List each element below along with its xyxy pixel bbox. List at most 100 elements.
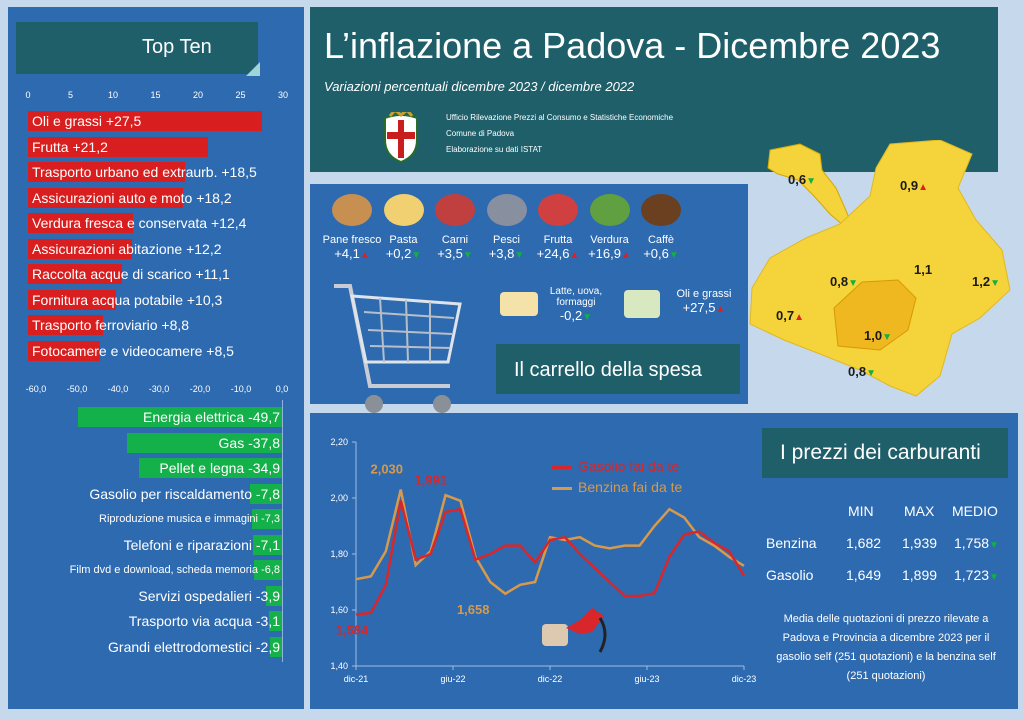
- x-tick-label: dic-21: [344, 674, 369, 684]
- bottom-ten-label: Trasporto via acqua -3,1: [128, 613, 280, 629]
- cart-item-name: Frutta: [543, 234, 573, 246]
- cart-item: Caffè +0,6▼: [627, 234, 695, 261]
- title-banner: L’inflazione a Padova - Dicembre 2023 Va…: [310, 7, 998, 172]
- row-benzina-avg: 1,758▼: [954, 535, 999, 551]
- series-line-gasolio: [355, 500, 746, 616]
- office-line-3: Elaborazione su dati ISTAT: [446, 145, 543, 154]
- top-ten-bar: [28, 162, 186, 182]
- cart-item: Pesci +3,8▼: [473, 234, 541, 261]
- cart-item: Pasta +0,2▼: [370, 234, 438, 261]
- cart-item-name: Caffè: [647, 234, 675, 246]
- y-tick-label: 1,80: [330, 549, 348, 559]
- cart-item-value: +24,6: [536, 246, 570, 261]
- office-line-2: Comune di Padova: [446, 129, 515, 138]
- cart-food-icon: [435, 194, 475, 226]
- top-ten-label: Fotocamere e videocamere +8,5: [32, 342, 234, 359]
- cart-item-value: +4,1: [334, 246, 360, 261]
- header-min: MIN: [848, 503, 874, 519]
- cart-food-icon: [589, 194, 630, 226]
- bottom-ten-bar: [127, 432, 282, 453]
- bottom-ten-tick: -20,0: [189, 384, 211, 394]
- row-gasolio-max: 1,899: [902, 567, 938, 583]
- top-ten-bar: [28, 213, 134, 233]
- top-ten-heading: Top Ten: [142, 36, 212, 58]
- page-title: L’inflazione a Padova - Dicembre 2023: [324, 25, 941, 66]
- bottom-ten-bar: [270, 636, 282, 657]
- row-gasolio-name: Gasolio: [766, 567, 814, 583]
- top-ten-bar: [28, 187, 183, 208]
- bottom-ten-tick: -40,0: [107, 384, 129, 394]
- x-tick-label: giu-22: [440, 674, 465, 684]
- cart-item-name: Pasta: [389, 234, 418, 246]
- top-ten-bar: [28, 264, 123, 284]
- fuel-banner: I prezzi dei carburanti: [762, 428, 1008, 478]
- bottom-ten-label: Gas -37,8: [218, 434, 280, 451]
- fuel-chart: 1,40 1,60 1,80 2,00 2,20 dic-21 giu-22 dic-22 gi…: [316, 430, 756, 697]
- header-medio: MEDIO: [952, 503, 998, 519]
- top-ten-label: Assicurazioni auto e moto +18,2: [32, 189, 232, 206]
- legend-benzina: Benzina fai da te: [552, 479, 682, 495]
- y-tick-label: 2,00: [330, 493, 348, 503]
- bottom-ten-tick: 0,0: [275, 384, 289, 394]
- office-line-1: Ufficio Rilevazione Prezzi al Consumo e …: [446, 113, 674, 122]
- top-ten-bar: [28, 315, 103, 335]
- top-ten-tick: 25: [235, 90, 246, 100]
- bottom-ten-bar: [138, 458, 282, 478]
- cart-icon: [330, 276, 470, 431]
- bottom-ten-bar: [254, 560, 282, 580]
- data-label: 1,991: [414, 473, 447, 488]
- row-benzina-max: 1,939: [902, 535, 938, 551]
- cart-item-name: Carni: [441, 234, 469, 246]
- top-ten-bar: [28, 340, 101, 361]
- cart-item-value: +3,8: [488, 246, 515, 261]
- top-ten-tick: 10: [107, 90, 118, 100]
- bottom-ten-bar: [269, 611, 282, 631]
- top-ten-tick: 0: [25, 90, 31, 100]
- top-ten-tick: 30: [277, 90, 288, 100]
- cart-food-icon: [332, 194, 372, 226]
- bottom-ten-label: Gasolio per riscaldamento -7,8: [89, 485, 280, 502]
- bottom-ten-bar: [78, 407, 282, 427]
- header-max: MAX: [904, 503, 935, 519]
- bottom-ten-label: Grandi elettrodomestici -2,9: [108, 638, 280, 655]
- cart-item: Carni +3,5▼: [421, 234, 489, 261]
- legend-benzina-line: [552, 486, 572, 490]
- top-ten-label: Fornitura acqua potabile +10,3: [32, 291, 223, 308]
- top-ten-tick: 20: [192, 90, 203, 100]
- cart-item: Verdura +16,9▲: [576, 234, 644, 261]
- cart-item: Pane fresco +4,1▲: [318, 234, 386, 261]
- top-ten-label: Raccolta acque di scarico +11,1: [32, 266, 230, 282]
- cart-heading: Il carrello della spesa: [514, 359, 702, 381]
- top-ten-label: Assicurazioni abitazione +12,2: [32, 240, 222, 257]
- bottom-ten-label: Telefoni e riparazioni -7,1: [123, 536, 280, 553]
- cart-item-dairy: Latte, uova, formaggi -0,2▼: [549, 286, 603, 323]
- data-label: 1,658: [457, 602, 490, 617]
- cart-food-icon: [383, 194, 424, 226]
- y-tick-label: 1,40: [330, 661, 348, 671]
- cart-item-name: Pesci: [493, 234, 520, 246]
- page-subtitle: Variazioni percentuali dicembre 2023 / d…: [324, 79, 635, 94]
- top-ten-label: Trasporto ferroviario +8,8: [32, 317, 190, 333]
- y-tick-label: 1,60: [330, 605, 348, 615]
- top-ten-bar: [28, 238, 132, 259]
- cart-item-name: Verdura: [590, 234, 629, 246]
- data-label: 1,584: [336, 622, 369, 637]
- cart-item-value: +0,6: [643, 246, 669, 261]
- bottom-ten-zero-line: [282, 400, 283, 662]
- legend-gasolio: Gasolio fai da te: [552, 458, 679, 474]
- x-tick-label: dic-23: [732, 674, 756, 684]
- top-ten-label: Trasporto urbano ed extraurb. +18,5: [32, 164, 257, 180]
- dairy-icon: [500, 292, 538, 316]
- row-gasolio-avg: 1,723▼: [954, 567, 999, 583]
- map: 0,6▼ 0,9▲ 1,1 0,8▼ 1,2▼ 0,7▲ 1,0▼ 0,8▼: [740, 139, 1020, 400]
- top-ten-bar: [28, 136, 209, 157]
- coat-of-arms: [382, 107, 420, 164]
- bottom-ten-tick: -30,0: [148, 384, 170, 394]
- row-benzina-min: 1,682: [846, 535, 882, 551]
- top-ten-bar: [28, 111, 262, 131]
- veneto-shape: [749, 139, 1011, 397]
- cart-food-icon: [538, 194, 578, 226]
- bottom-ten-bar: [252, 534, 282, 555]
- oil-icon: [624, 290, 660, 318]
- pump-icon: [540, 604, 610, 663]
